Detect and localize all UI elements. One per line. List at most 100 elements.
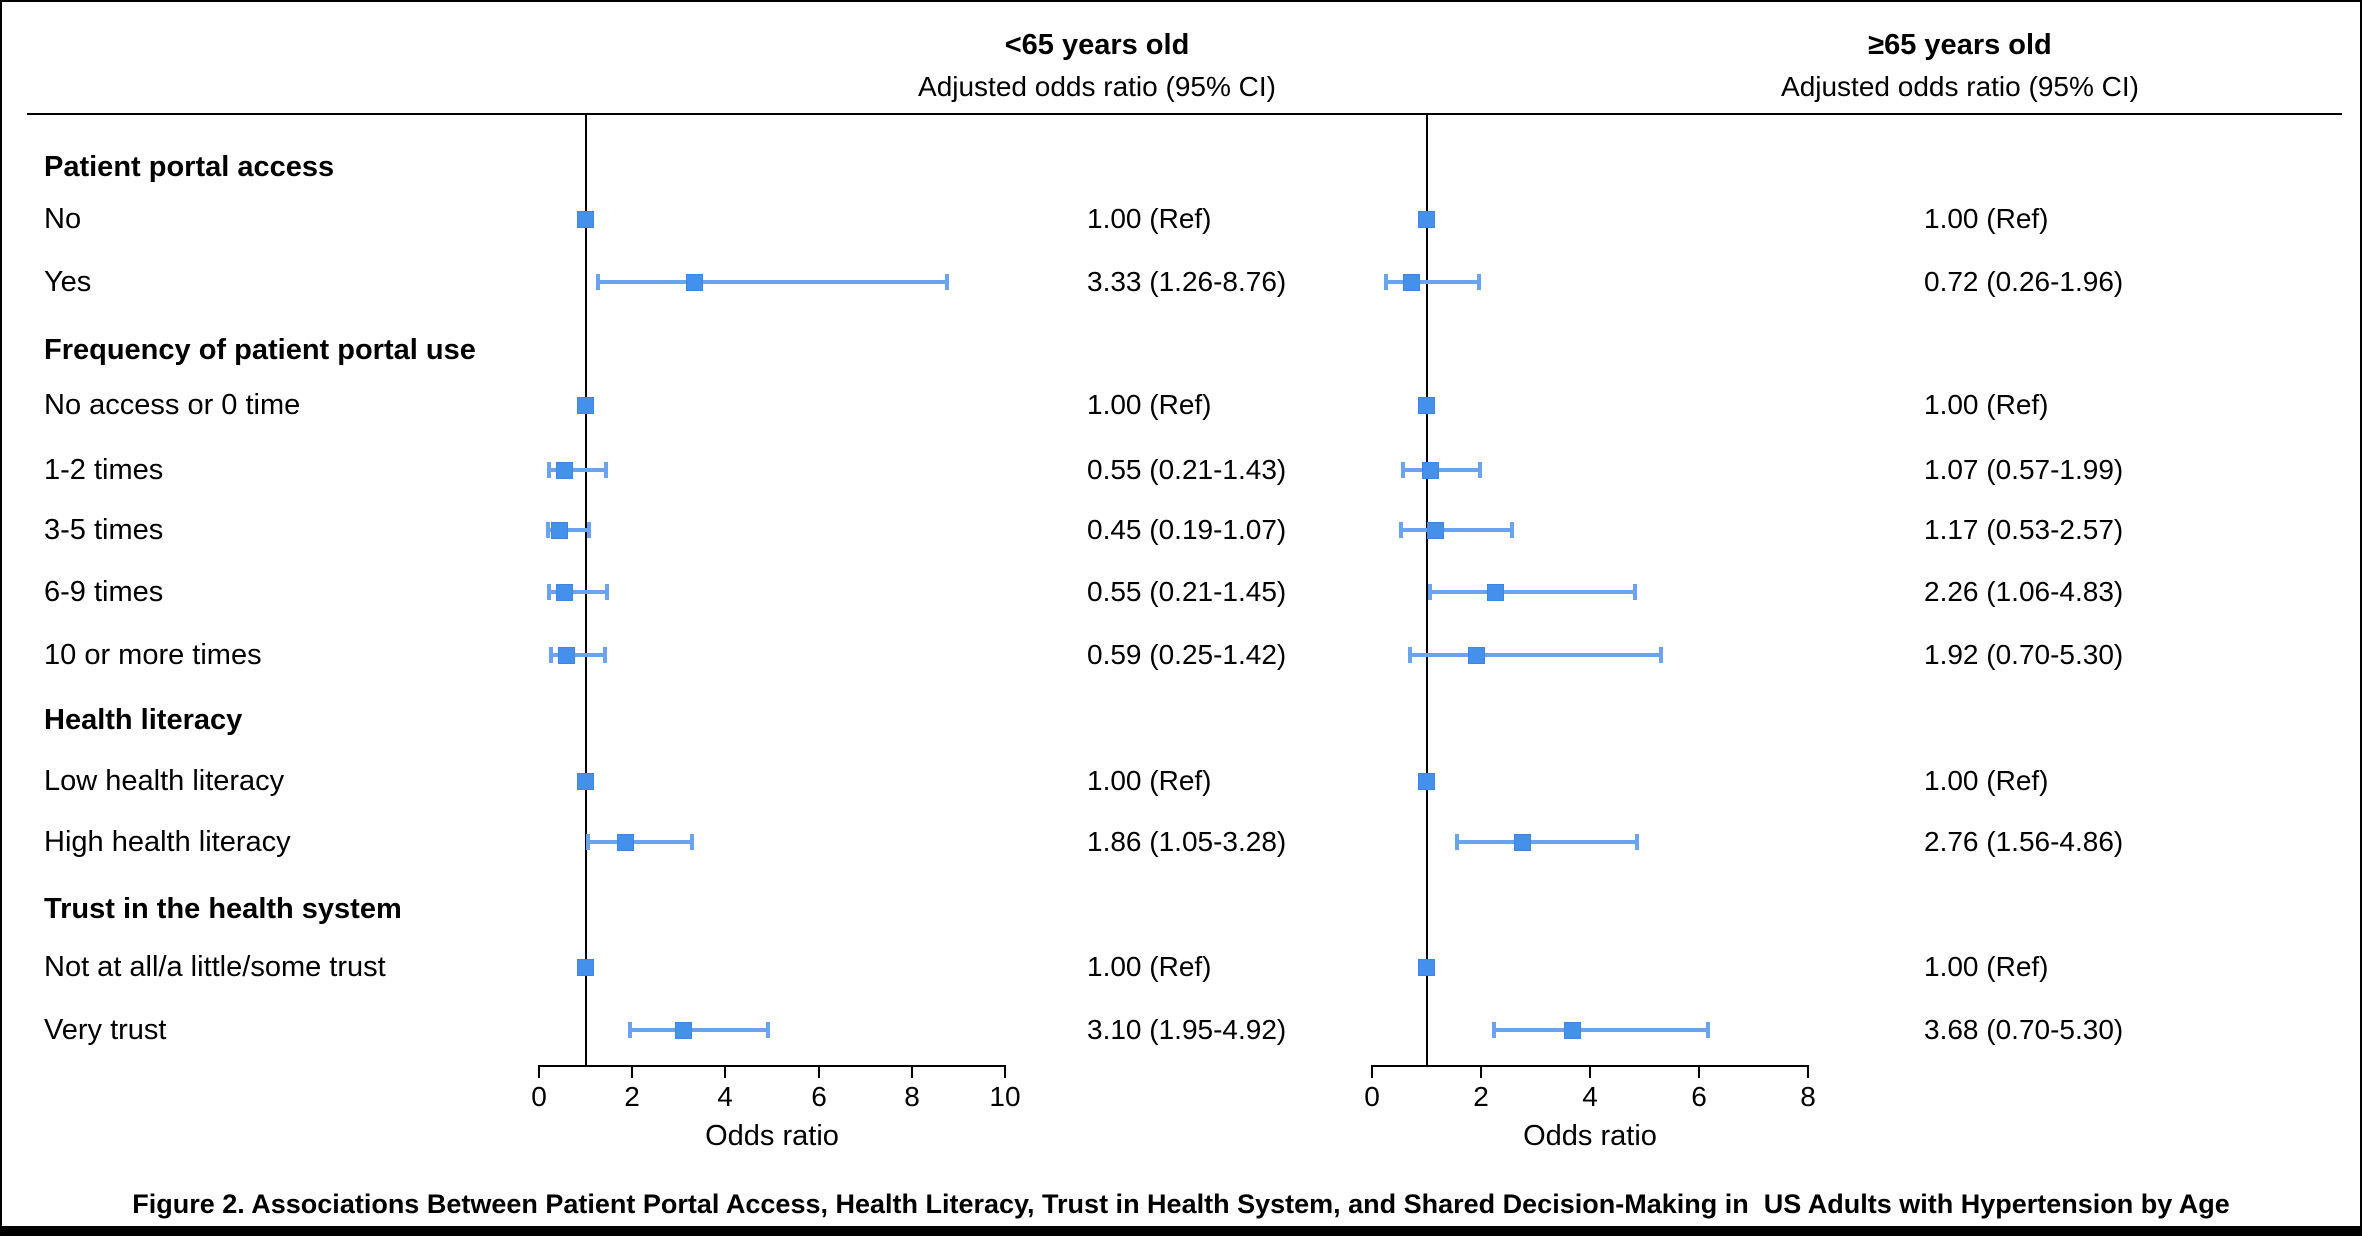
- column-subtitle-under65: Adjusted odds ratio (95% CI): [918, 71, 1276, 102]
- axis-tick-label: 4: [717, 1081, 733, 1112]
- or-value: 2.76 (1.56-4.86): [1924, 826, 2124, 857]
- or-value: 0.59 (0.25-1.42): [1087, 639, 1287, 670]
- row-label: Low health literacy: [44, 765, 285, 797]
- axis-line: [538, 1065, 1006, 1067]
- or-marker: [556, 462, 573, 479]
- axis-tick-label: 2: [1473, 1081, 1489, 1112]
- ci-cap-right: [603, 647, 607, 663]
- ref-marker: [1418, 959, 1435, 976]
- section-label: Frequency of patient portal use: [44, 334, 476, 366]
- or-value: 3.68 (0.70-5.30): [1924, 1014, 2124, 1045]
- ci-cap-left: [547, 462, 551, 478]
- axis-tick: [1698, 1065, 1700, 1078]
- ref-marker: [1418, 211, 1435, 228]
- header-divider: [27, 113, 2342, 115]
- ref-marker: [577, 773, 594, 790]
- axis-tick-label: 8: [1800, 1081, 1816, 1112]
- row-label: Yes: [44, 266, 92, 298]
- ci-line: [588, 840, 692, 844]
- or-value: 0.55 (0.21-1.45): [1087, 576, 1287, 607]
- or-value: 2.26 (1.06-4.83): [1924, 576, 2124, 607]
- axis-tick-label: 0: [531, 1081, 547, 1112]
- or-marker: [1487, 584, 1504, 601]
- ci-cap-left: [1455, 834, 1459, 850]
- ci-cap-left: [1428, 584, 1432, 600]
- ci-cap-right: [604, 462, 608, 478]
- axis-tick: [1480, 1065, 1482, 1078]
- or-value: 1.00 (Ref): [1087, 389, 1212, 420]
- axis-tick: [631, 1065, 633, 1078]
- or-value: 1.00 (Ref): [1087, 203, 1212, 234]
- or-marker: [1514, 834, 1531, 851]
- ci-line: [548, 528, 589, 532]
- row-label: 6-9 times: [44, 576, 164, 608]
- section-label: Health literacy: [44, 704, 243, 736]
- ref-line: [1426, 113, 1428, 1065]
- axis-tick-label: 6: [1691, 1081, 1707, 1112]
- bottom-bar: [2, 1226, 2360, 1236]
- or-value: 0.72 (0.26-1.96): [1924, 266, 2124, 297]
- or-marker: [686, 274, 703, 291]
- column-header-over65: ≥65 years old Adjusted odds ratio (95% C…: [1781, 28, 2139, 102]
- row-label: 10 or more times: [44, 639, 262, 671]
- ci-line: [1494, 1028, 1708, 1032]
- ci-cap-right: [1510, 522, 1514, 538]
- ref-marker: [1418, 773, 1435, 790]
- ci-line: [598, 280, 948, 284]
- ci-line: [1430, 590, 1635, 594]
- or-value: 1.00 (Ref): [1924, 765, 2049, 796]
- ci-cap-right: [1635, 834, 1639, 850]
- or-marker: [1422, 462, 1439, 479]
- or-value: 0.55 (0.21-1.43): [1087, 454, 1287, 485]
- column-title-over65: ≥65 years old: [1868, 29, 2052, 61]
- row-label: High health literacy: [44, 826, 291, 858]
- or-value: 1.07 (0.57-1.99): [1924, 454, 2124, 485]
- or-marker: [1403, 274, 1420, 291]
- ci-cap-right: [945, 274, 949, 290]
- ci-line: [1403, 468, 1480, 472]
- ci-cap-right: [1706, 1022, 1710, 1038]
- or-value: 1.00 (Ref): [1924, 951, 2049, 982]
- or-marker: [556, 584, 573, 601]
- ci-cap-left: [1401, 462, 1405, 478]
- ci-cap-right: [605, 584, 609, 600]
- axis-tick: [1807, 1065, 1809, 1078]
- axis-tick: [538, 1065, 540, 1078]
- ci-line: [551, 653, 606, 657]
- or-value: 1.92 (0.70-5.30): [1924, 639, 2124, 670]
- ci-cap-left: [628, 1022, 632, 1038]
- ci-cap-left: [596, 274, 600, 290]
- axis-tick: [818, 1065, 820, 1078]
- or-value: 3.10 (1.95-4.92): [1087, 1014, 1287, 1045]
- or-marker: [617, 834, 634, 851]
- ref-marker: [577, 211, 594, 228]
- axis-tick-label: 6: [811, 1081, 827, 1112]
- or-marker: [551, 522, 568, 539]
- section-label: Patient portal access: [44, 151, 335, 183]
- ci-cap-right: [587, 522, 591, 538]
- row-label: No access or 0 time: [44, 389, 301, 421]
- row-label: 1-2 times: [44, 454, 164, 486]
- row-label: No: [44, 203, 82, 235]
- ci-cap-right: [766, 1022, 770, 1038]
- ci-cap-right: [1478, 462, 1482, 478]
- ci-line: [549, 468, 606, 472]
- axis-tick-label: 2: [624, 1081, 640, 1112]
- axis-tick: [911, 1065, 913, 1078]
- ref-marker: [577, 959, 594, 976]
- ci-cap-left: [586, 834, 590, 850]
- section-label: Trust in the health system: [44, 893, 402, 925]
- ref-line: [585, 113, 587, 1065]
- or-marker: [675, 1022, 692, 1039]
- axis-tick-label: 10: [989, 1081, 1021, 1112]
- column-header-under65: <65 years old Adjusted odds ratio (95% C…: [918, 28, 1276, 102]
- axis-tick: [1589, 1065, 1591, 1078]
- column-subtitle-over65: Adjusted odds ratio (95% CI): [1781, 71, 2139, 102]
- ci-cap-right: [1633, 584, 1637, 600]
- row-label: Not at all/a little/some trust: [44, 951, 386, 983]
- axis-tick-label: 0: [1364, 1081, 1380, 1112]
- ci-line: [1457, 840, 1637, 844]
- or-marker: [558, 647, 575, 664]
